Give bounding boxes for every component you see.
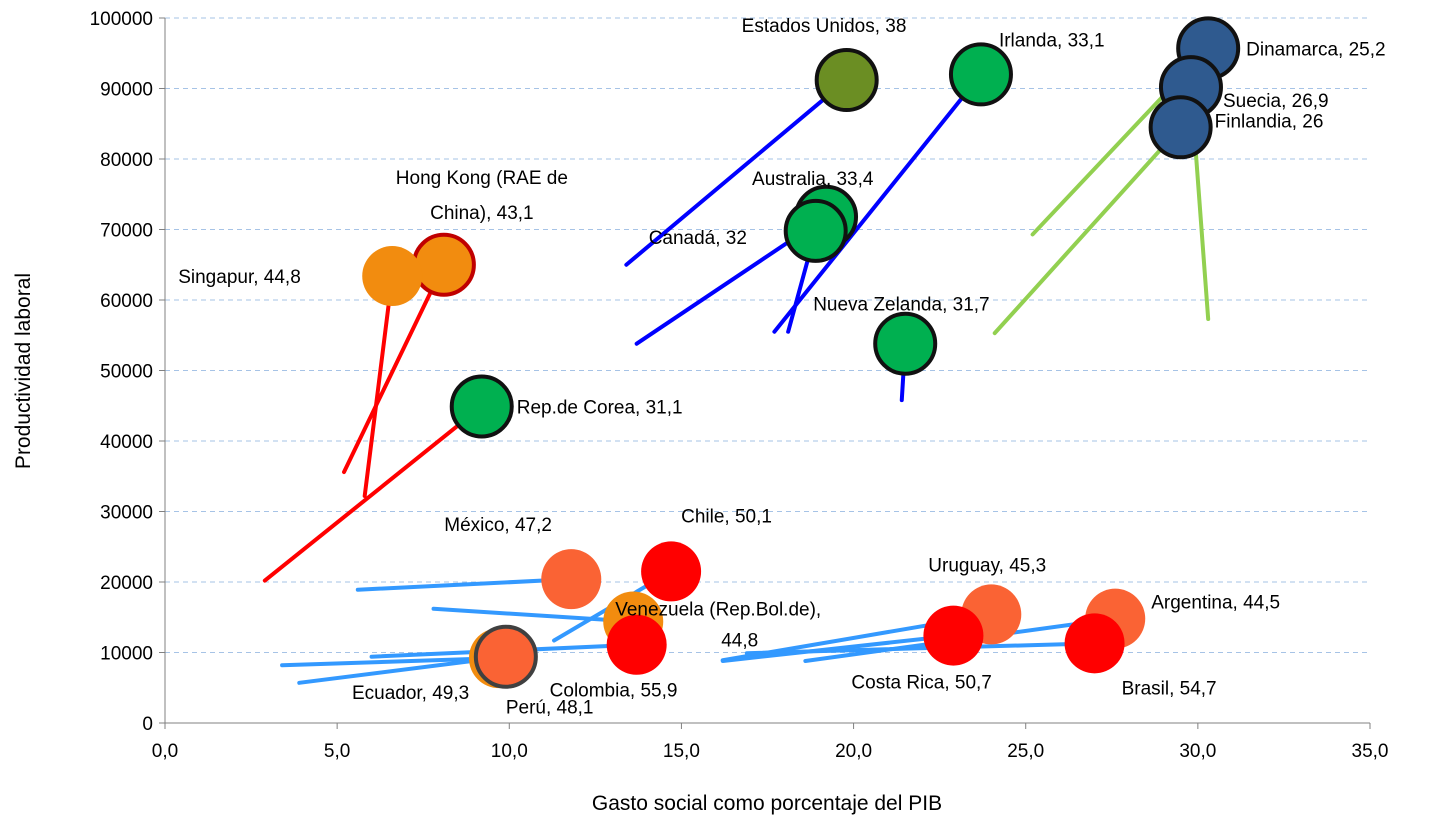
y-tick-label: 50000: [100, 362, 153, 383]
y-tick-label: 0: [142, 714, 153, 735]
x-tick-label: 35,0: [1352, 741, 1389, 762]
trend-line: [624, 78, 849, 267]
y-tick-label: 40000: [100, 432, 153, 453]
y-tick-label: 30000: [100, 503, 153, 524]
point-label: Uruguay, 45,3: [928, 555, 1046, 576]
point-label: Canadá, 32: [649, 228, 747, 249]
data-point: [783, 198, 848, 263]
point-label: Nueva Zelanda, 31,7: [813, 295, 989, 316]
data-point: [411, 232, 476, 297]
trend-line: [992, 125, 1183, 336]
x-axis-title: Gasto social como porcentaje del PIB: [592, 792, 942, 815]
trend-line: [280, 656, 501, 668]
data-point: [1148, 95, 1213, 160]
data-point: [873, 311, 938, 376]
point-label: Irlanda, 33,1: [999, 30, 1105, 51]
x-tick-label: 20,0: [835, 741, 872, 762]
trend-line: [720, 633, 956, 663]
x-tick-label: 25,0: [1007, 741, 1044, 762]
x-tick-label: 30,0: [1179, 741, 1216, 762]
point-label: Singapur, 44,8: [178, 267, 301, 288]
data-point: [641, 541, 702, 602]
point-label: Colombia, 55,9: [550, 681, 678, 702]
data-point: [1064, 613, 1125, 674]
point-label: Chile, 50,1: [681, 506, 772, 527]
data-point: [449, 374, 514, 439]
gridlines: [165, 17, 1370, 653]
point-label: Hong Kong (RAE de China), 43,1: [396, 168, 568, 224]
x-tick-label: 0,0: [152, 741, 178, 762]
trend-line: [342, 262, 446, 475]
data-point: [606, 614, 667, 675]
data-points: [362, 16, 1241, 689]
point-label: Venezuela (Rep.Bol.de), 44,8: [615, 599, 821, 651]
data-point: [814, 48, 879, 113]
y-tick-label: 20000: [100, 573, 153, 594]
data-point: [541, 549, 602, 610]
point-label: Rep.de Corea, 31,1: [517, 397, 683, 418]
trend-line: [262, 404, 484, 583]
x-tick-label: 15,0: [663, 741, 700, 762]
point-label: Australia, 33,4: [752, 169, 874, 190]
y-tick-label: 100000: [90, 9, 153, 30]
x-tick-label: 5,0: [324, 741, 350, 762]
trend-line: [744, 641, 1097, 656]
point-label: México, 47,2: [444, 515, 552, 536]
point-label: Argentina, 44,5: [1151, 593, 1280, 614]
y-tick-label: 70000: [100, 221, 153, 242]
trend-lines: [262, 46, 1211, 685]
x-tick-label: 10,0: [491, 741, 528, 762]
trend-line: [772, 72, 983, 334]
point-label: Dinamarca, 25,2: [1246, 39, 1385, 60]
x-axis-ticks: 0,0 5,0 10,0 15,0 20,0 25,0 30,0 35,0: [152, 723, 1389, 762]
trend-line: [362, 274, 395, 498]
point-label: Brasil, 54,7: [1122, 678, 1217, 699]
y-tick-label: 60000: [100, 291, 153, 312]
y-axis-title: Productividad laboral: [12, 273, 35, 469]
y-axis-ticks: 0 10000 20000 30000 40000 50000 60000 70000 8000…: [90, 9, 165, 735]
trend-line: [431, 606, 636, 624]
data-point: [923, 605, 984, 666]
data-point: [948, 42, 1013, 107]
y-tick-label: 90000: [100, 80, 153, 101]
point-label: Suecia, 26,9: [1223, 91, 1329, 112]
point-label: Ecuador, 49,3: [352, 683, 469, 704]
point-label: Finlandia, 26: [1215, 111, 1324, 132]
point-label: Estados Unidos, 38: [742, 16, 907, 37]
point-labels: Estados Unidos, 38 Irlanda, 33,1 Dinamarca…: [178, 16, 1385, 719]
data-point: [473, 624, 538, 689]
y-tick-label: 10000: [100, 644, 153, 665]
point-label: Perú, 48,1: [506, 698, 594, 719]
data-point: [362, 246, 423, 307]
y-tick-label: 80000: [100, 150, 153, 171]
trend-line: [355, 577, 574, 592]
point-label: Costa Rica, 50,7: [851, 673, 991, 694]
